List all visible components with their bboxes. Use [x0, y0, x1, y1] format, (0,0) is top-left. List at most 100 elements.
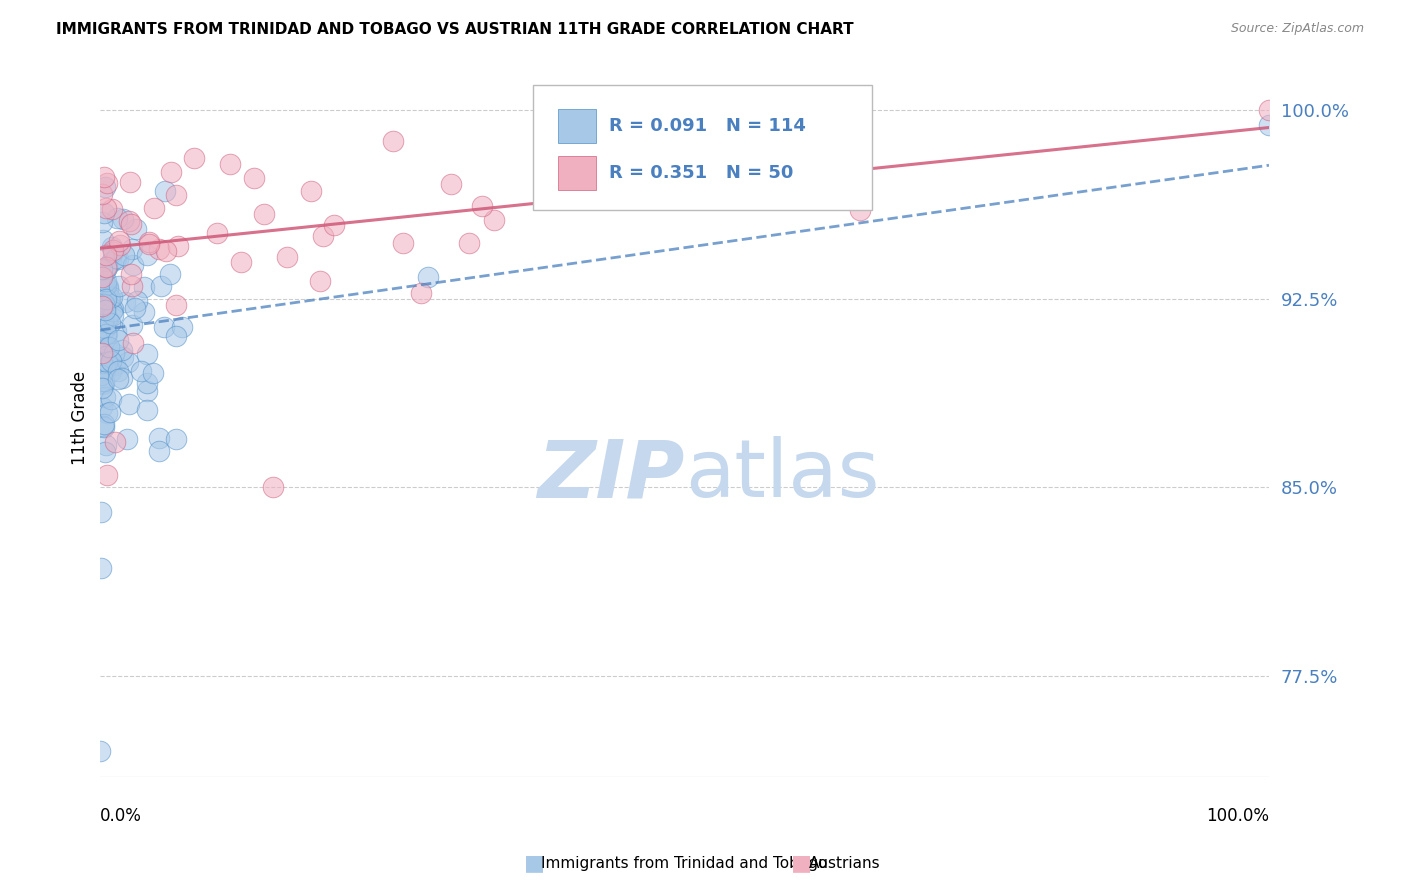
Point [120, 267, 142, 281]
Point [97, 339, 120, 353]
Point [93, 296, 115, 310]
Point [122, 259, 145, 273]
Point [94, 260, 117, 274]
Point [323, 218, 346, 232]
Text: ■: ■ [524, 854, 544, 873]
Point [262, 480, 284, 494]
Point [276, 250, 298, 264]
Point [96, 406, 118, 420]
Point [150, 279, 173, 293]
Text: R = 0.091   N = 114: R = 0.091 N = 114 [609, 117, 806, 135]
Point [101, 303, 124, 318]
Point [153, 184, 176, 198]
Point [91, 233, 114, 247]
Point [138, 235, 160, 250]
Point [94, 361, 117, 376]
Point [100, 364, 122, 378]
Point [243, 171, 266, 186]
Point [205, 226, 228, 240]
Point [183, 151, 205, 165]
Text: IMMIGRANTS FROM TRINIDAD AND TOBAGO VS AUSTRIAN 11TH GRADE CORRELATION CHART: IMMIGRANTS FROM TRINIDAD AND TOBAGO VS A… [56, 22, 853, 37]
Point [97, 312, 120, 326]
Point [107, 364, 129, 378]
Point [118, 175, 141, 189]
Text: Austrians: Austrians [808, 856, 880, 871]
Point [90, 368, 112, 382]
Point [90, 335, 112, 350]
Text: ■: ■ [792, 854, 811, 873]
Point [91, 377, 114, 392]
Point [138, 237, 160, 252]
Point [111, 343, 134, 357]
Point [90, 351, 112, 366]
Point [309, 274, 332, 288]
Point [136, 402, 159, 417]
Point [93, 170, 115, 185]
Point [97, 282, 120, 296]
Point [94, 341, 117, 355]
Point [136, 376, 159, 390]
Point [94, 390, 117, 404]
Point [94, 299, 117, 313]
Point [96, 326, 118, 341]
Point [165, 328, 187, 343]
Text: ZIP: ZIP [537, 436, 685, 515]
Point [97, 280, 120, 294]
Point [98, 316, 121, 330]
Point [94, 303, 117, 318]
Point [90, 505, 112, 519]
Y-axis label: 11th Grade: 11th Grade [72, 371, 89, 465]
Point [101, 202, 124, 217]
Point [391, 235, 413, 250]
Point [91, 419, 114, 434]
Point [127, 293, 149, 308]
Point [108, 278, 131, 293]
Point [90, 268, 112, 283]
Point [107, 372, 129, 386]
Point [100, 255, 122, 269]
Point [159, 267, 181, 281]
Point [416, 269, 439, 284]
Point [148, 443, 170, 458]
Point [91, 401, 114, 415]
Point [96, 176, 118, 190]
Point [458, 235, 481, 250]
Point [166, 239, 188, 253]
Text: Immigrants from Trinidad and Tobago: Immigrants from Trinidad and Tobago [541, 856, 828, 871]
Point [165, 298, 187, 312]
Point [849, 202, 872, 217]
Point [107, 333, 129, 347]
Point [90, 215, 112, 229]
Point [121, 279, 143, 293]
Point [104, 325, 127, 339]
Point [96, 349, 118, 363]
Point [93, 375, 115, 389]
Point [135, 384, 157, 398]
Point [94, 437, 117, 451]
Point [96, 340, 118, 354]
Point [101, 240, 124, 254]
Point [103, 358, 125, 372]
Point [1258, 103, 1281, 117]
Point [101, 245, 124, 260]
Point [121, 318, 143, 332]
Text: 0.0%: 0.0% [100, 806, 142, 825]
Point [94, 248, 117, 262]
Point [96, 260, 118, 275]
Point [120, 217, 142, 231]
Point [101, 308, 124, 322]
Point [219, 156, 242, 170]
Point [94, 445, 117, 459]
Point [117, 432, 139, 446]
Point [124, 301, 146, 315]
Point [148, 431, 170, 445]
Point [90, 187, 112, 202]
Point [122, 335, 145, 350]
Point [117, 355, 139, 369]
Point [101, 243, 124, 257]
Point [93, 376, 115, 390]
Point [94, 326, 117, 341]
Point [129, 364, 152, 378]
Point [96, 275, 118, 289]
Point [155, 244, 177, 258]
